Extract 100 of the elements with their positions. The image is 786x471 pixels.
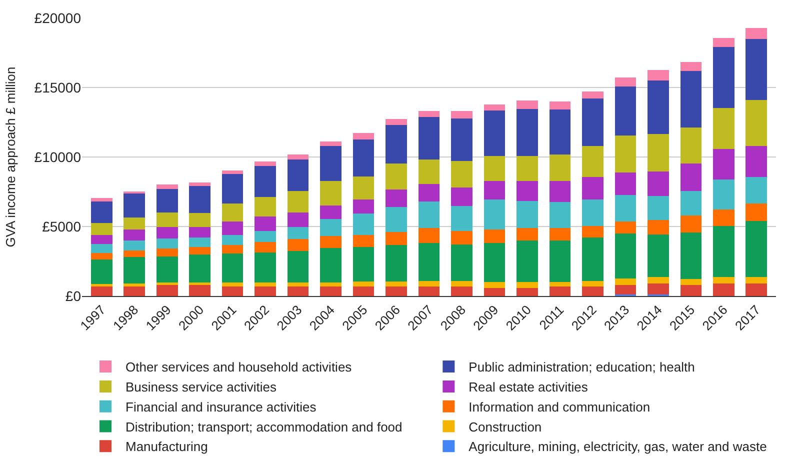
bar	[451, 111, 472, 118]
bar	[124, 229, 146, 240]
bar	[712, 47, 734, 108]
bar	[712, 226, 734, 278]
bar	[614, 172, 636, 195]
bar	[222, 253, 244, 283]
bar	[614, 77, 636, 86]
bar	[549, 228, 571, 240]
bar	[287, 239, 309, 251]
bar	[91, 286, 112, 296]
bar	[746, 176, 767, 204]
bar	[746, 277, 767, 284]
bar	[418, 159, 440, 184]
bar	[352, 286, 374, 296]
bar	[418, 202, 440, 228]
bar	[418, 111, 440, 117]
bar	[124, 194, 146, 218]
bar	[352, 234, 374, 247]
bar	[124, 286, 146, 296]
legend-label: Information and communication	[468, 399, 650, 414]
bar	[91, 253, 112, 260]
bar	[484, 104, 506, 111]
bar	[614, 221, 636, 234]
bar	[516, 200, 538, 228]
bar	[320, 218, 342, 236]
bar	[582, 226, 604, 238]
bar	[680, 232, 702, 279]
bar	[124, 250, 146, 258]
bar	[418, 242, 440, 281]
bar	[549, 154, 571, 182]
bar	[287, 154, 309, 160]
bar	[320, 146, 342, 181]
bar	[189, 254, 210, 283]
bar	[156, 188, 178, 213]
bar	[648, 80, 669, 134]
bar	[712, 284, 734, 296]
bar	[648, 283, 669, 294]
bar	[680, 285, 702, 296]
bar	[451, 118, 472, 161]
bar	[418, 116, 440, 160]
bar	[386, 207, 407, 232]
bar	[254, 161, 276, 166]
bar	[386, 244, 407, 282]
bar	[352, 176, 374, 200]
bar	[582, 286, 604, 296]
bar	[516, 181, 538, 201]
bar	[516, 156, 538, 182]
legend-label: Manufacturing	[126, 439, 208, 454]
bar	[712, 38, 734, 48]
bar	[451, 206, 472, 231]
bar	[124, 240, 146, 251]
bar	[484, 243, 506, 282]
legend-label: Agriculture, mining, electricity, gas, water and waste	[468, 439, 767, 454]
bar	[746, 39, 767, 100]
bar	[712, 277, 734, 284]
bar	[648, 220, 669, 235]
bar	[156, 184, 178, 189]
bar	[222, 170, 244, 174]
bar	[222, 245, 244, 254]
y-tick-label: £10000	[34, 148, 82, 165]
y-tick-label: £20000	[34, 10, 82, 26]
bar	[582, 176, 604, 200]
bar	[287, 191, 309, 213]
bar	[712, 149, 734, 180]
bar	[254, 216, 276, 231]
bar	[320, 236, 342, 248]
bar	[386, 118, 407, 125]
bar	[648, 171, 669, 196]
bar	[746, 100, 767, 146]
bar	[222, 203, 244, 222]
bar	[222, 234, 244, 246]
bar	[680, 128, 702, 164]
bar	[189, 212, 210, 228]
bar	[614, 233, 636, 278]
bar	[124, 283, 146, 287]
bar	[418, 280, 440, 287]
bar	[614, 284, 636, 294]
bar	[418, 286, 440, 296]
bar	[156, 212, 178, 227]
bar	[680, 62, 702, 71]
legend-label: Business service activities	[126, 380, 277, 395]
bar	[516, 109, 538, 156]
bar	[648, 276, 669, 284]
bar	[189, 284, 210, 296]
bar	[648, 134, 669, 172]
bar	[746, 146, 767, 177]
bar	[484, 156, 506, 182]
bar	[549, 240, 571, 282]
bar	[189, 227, 210, 238]
bar	[712, 179, 734, 210]
bar	[648, 196, 669, 220]
legend-label: Distribution; transport; accommodation and food	[126, 419, 402, 434]
bar	[254, 166, 276, 197]
bar	[222, 286, 244, 296]
bar	[516, 282, 538, 288]
bar	[287, 226, 309, 240]
bar	[352, 282, 374, 287]
bar	[352, 214, 374, 235]
bar	[189, 186, 210, 213]
bar	[680, 70, 702, 128]
